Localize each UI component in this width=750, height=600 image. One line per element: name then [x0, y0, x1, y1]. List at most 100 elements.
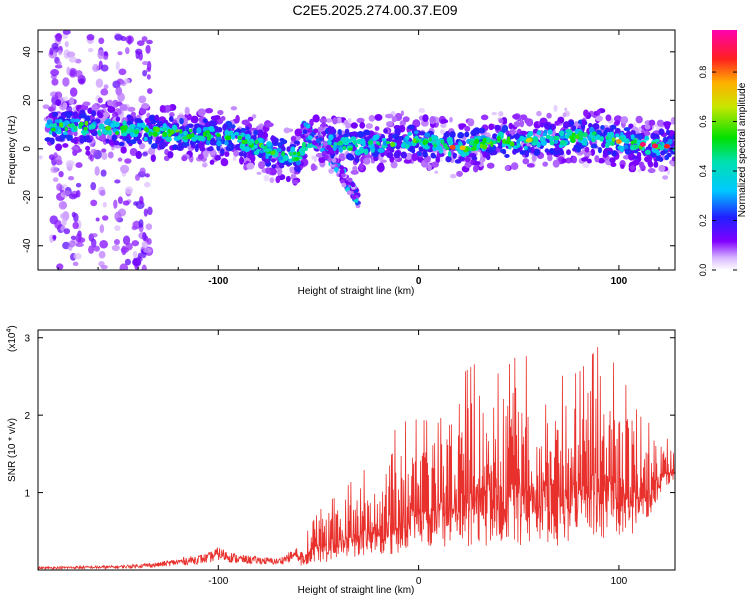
spectrogram-cell [407, 131, 412, 136]
spectrogram-cell [143, 136, 148, 142]
spectrogram-cell [75, 233, 82, 243]
spectrogram-cell [102, 201, 107, 208]
spectrogram-cell [242, 151, 248, 159]
spectrogram-cell [471, 156, 478, 161]
spectrogram-cell [285, 175, 291, 183]
spectrogram-cell [68, 193, 78, 200]
colorbar-tick-label: 0.4 [698, 165, 708, 178]
spectrogram-cell [270, 151, 276, 156]
spectrogram-cell [600, 125, 605, 130]
spectrogram-cell [85, 150, 91, 156]
x-tick-label: -100 [208, 576, 228, 587]
spectrogram-cell [482, 144, 488, 150]
spectrogram-cell [62, 131, 68, 136]
spectrogram-cell [74, 118, 81, 123]
spectrogram-cell [383, 128, 388, 134]
y-tick-label: 2 [24, 411, 30, 422]
spectrogram-cell [318, 156, 326, 164]
spectrogram-cell [602, 149, 608, 156]
spectrogram-cell [137, 252, 142, 260]
spectrogram-cell [44, 137, 52, 142]
spectrogram-cell [523, 145, 528, 150]
spectrogram-cell [207, 146, 214, 151]
spectrogram-cell [113, 199, 118, 209]
spectrogram-cell [120, 247, 129, 253]
spectrogram-cell [309, 118, 314, 127]
spectrogram-cell [103, 84, 109, 90]
spectrogram-cell [592, 131, 597, 136]
spectrogram-cell [494, 124, 501, 131]
spectrogram-cell [347, 138, 352, 143]
spectrogram-cell [139, 196, 144, 205]
colorbar: 0.0 0.2 0.4 0.6 0.8 Normalized spectral ampl… [698, 30, 748, 276]
spectrogram-cell [404, 144, 410, 149]
spectrogram-cell [647, 168, 656, 174]
spectrogram-cell [293, 140, 300, 145]
spectrogram-cell [446, 136, 453, 144]
spectrogram-cell [368, 114, 376, 122]
spectrogram-cell [182, 142, 190, 147]
spectrogram-cell [202, 162, 208, 168]
spectrogram-cell [70, 118, 77, 123]
spectrogram-cell [209, 120, 217, 128]
spectrogram-cell [582, 162, 590, 169]
spectrogram-cell [141, 240, 149, 249]
spectrogram-cell [447, 150, 452, 157]
spectrogram-cell [72, 149, 78, 156]
spectrogram-cell [625, 131, 631, 138]
page-title: C2E5.2025.274.00.37.E09 [292, 2, 458, 18]
spectrogram-cell [644, 156, 653, 163]
spectrogram-cell [51, 42, 59, 50]
spectrogram-cell [658, 128, 665, 136]
spectrogram-cell [300, 133, 306, 139]
spectrogram-cell [65, 134, 74, 141]
spectrogram-cell [474, 138, 480, 145]
spectrogram-cell [492, 133, 498, 140]
spectrogram-cell [107, 151, 114, 159]
spectrogram-cell [134, 129, 140, 135]
spectrogram-cell [129, 139, 137, 145]
spectrogram-cell [57, 60, 62, 67]
spectrogram-cell [162, 131, 168, 138]
spectrogram-cell [71, 146, 79, 151]
spectrogram-cell [440, 129, 445, 135]
spectrogram-cell [94, 166, 100, 176]
spectrogram-cell [295, 159, 301, 166]
spectrogram-cell [339, 165, 345, 171]
spectrogram-cell [456, 170, 463, 177]
spectrogram-cell [93, 245, 100, 252]
spectrogram-cell [372, 151, 379, 158]
spectrogram-cell [412, 138, 417, 143]
spectrogram-cell [138, 95, 147, 104]
spectrogram-peak [639, 142, 646, 147]
spectrogram-cell [519, 130, 528, 136]
spectrogram-cell [478, 159, 484, 168]
spectrogram-cell [485, 149, 494, 154]
spectrogram-cell [50, 166, 59, 174]
spectrogram-cell [614, 133, 620, 138]
spectrogram-cell [60, 213, 65, 219]
spectrogram-cell [202, 118, 208, 124]
spectrogram-cell [390, 161, 398, 169]
spectrogram-cell [561, 158, 567, 164]
spectrogram-cell [42, 104, 50, 110]
spectrogram-cell [136, 40, 145, 46]
spectrogram-cell [257, 161, 266, 170]
spectrogram-cell [391, 116, 398, 123]
spectrogram-cell [159, 104, 166, 113]
spectrogram-cell [107, 106, 116, 113]
spectrogram-cell [294, 128, 303, 137]
spectrogram-cell [653, 161, 659, 168]
spectrogram-cell [259, 149, 265, 154]
spectrogram-cell [405, 135, 410, 141]
spectrogram-cell [217, 110, 224, 115]
spectrogram-cell [102, 215, 109, 221]
spectrogram-cell [623, 144, 629, 150]
spectrogram-cell [188, 128, 193, 133]
spectrogram-cell [310, 163, 317, 172]
spectrogram-cell [197, 108, 206, 117]
spectrogram-cell [62, 143, 69, 148]
x-tick-label: 0 [416, 576, 422, 587]
spectrogram-cell [114, 211, 122, 222]
spectrogram-cell [251, 114, 257, 119]
